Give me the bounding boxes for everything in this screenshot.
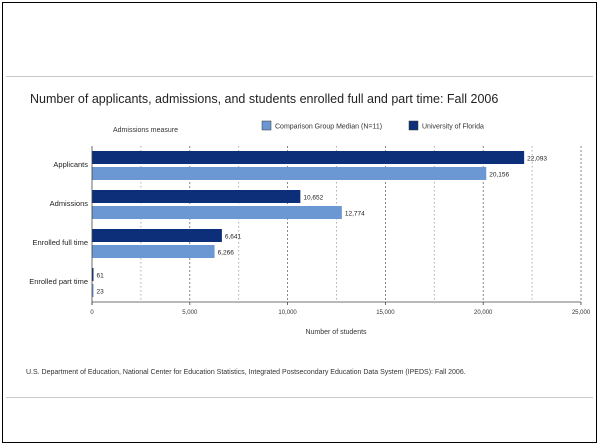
category-label: Admissions: [50, 199, 89, 208]
x-tick-label: 5,000: [182, 310, 198, 316]
data-label: 6,266: [218, 250, 235, 257]
legend: Comparison Group Median (N=11) University…: [261, 120, 484, 131]
x-tick-label: 15,000: [376, 310, 395, 316]
category-label: Enrolled part time: [29, 277, 88, 286]
bar: [92, 268, 94, 281]
data-label: 20,156: [489, 172, 509, 179]
top-divider: [6, 76, 593, 77]
legend-swatch: [261, 120, 272, 131]
bar: [92, 245, 215, 258]
category-label: Applicants: [53, 160, 88, 169]
bar: [92, 151, 525, 164]
source-note: U.S. Department of Education, National C…: [26, 369, 466, 376]
bar: [92, 206, 342, 219]
bar: [92, 284, 94, 297]
x-tick-label: 20,000: [474, 310, 493, 316]
bars: Applicants 22,093 20,156 Admissions 10,652 12…: [29, 151, 547, 297]
chart-title: Number of applicants, admissions, and st…: [30, 92, 498, 106]
data-label: 12,774: [345, 211, 365, 218]
x-axis-title: Number of students: [305, 329, 367, 336]
x-tick-label: 10,000: [278, 310, 297, 316]
bar: [92, 190, 301, 203]
category-label: Enrolled full time: [33, 238, 88, 247]
legend-label: Comparison Group Median (N=11): [275, 124, 382, 131]
data-label: 22,093: [527, 156, 547, 163]
legend-label: University of Florida: [422, 124, 484, 131]
x-tick-label: 25,000: [572, 310, 591, 316]
y-axis-title: Admissions measure: [113, 127, 178, 134]
legend-swatch: [408, 120, 419, 131]
data-label: 23: [97, 289, 105, 296]
data-label: 6,641: [225, 234, 242, 241]
data-label: 10,652: [303, 195, 323, 202]
x-tick-label: 0: [90, 310, 94, 316]
data-label: 61: [97, 273, 105, 280]
bottom-divider: [6, 397, 593, 398]
bar: [92, 167, 487, 180]
x-axis: 0 5,000 10,000 15,000 20,000 25,000: [90, 146, 591, 316]
bar: [92, 229, 222, 242]
